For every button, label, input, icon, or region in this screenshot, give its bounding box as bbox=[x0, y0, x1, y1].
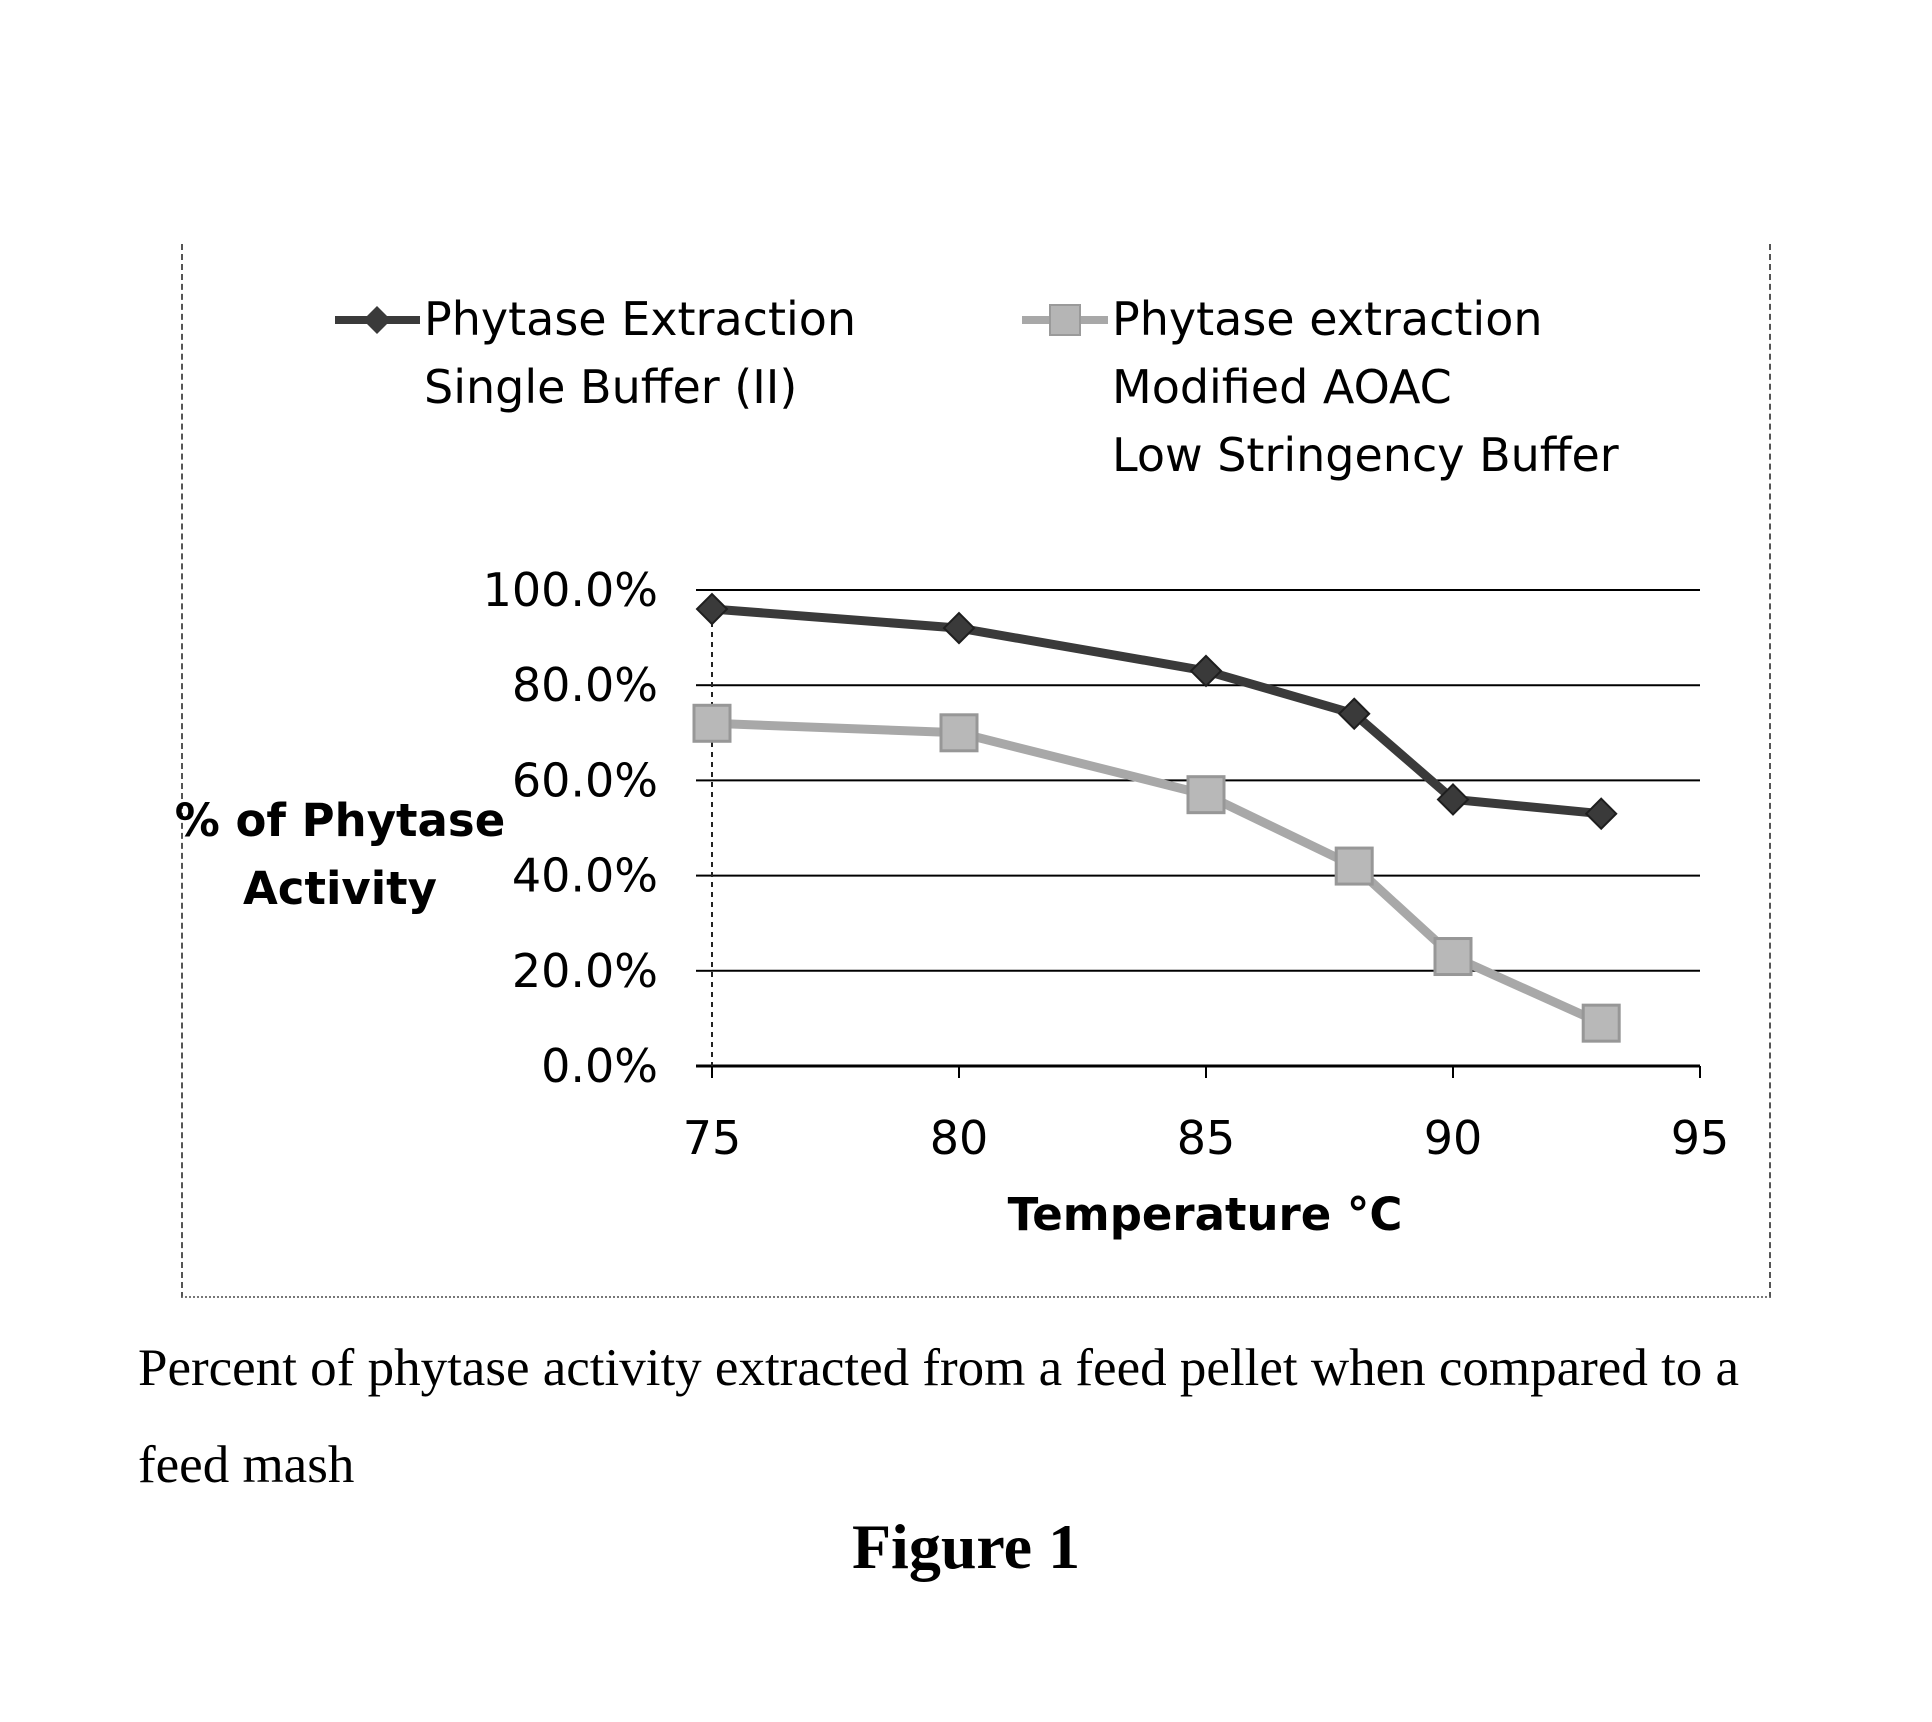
x-tick-label-3: 90 bbox=[1424, 1111, 1483, 1165]
figure-label: Figure 1 bbox=[0, 1510, 1932, 1584]
x-axis-title: Temperature °C bbox=[1008, 1188, 1403, 1241]
series-1-point-0 bbox=[697, 594, 727, 624]
series-2-point-1 bbox=[941, 715, 977, 751]
legend-label-series-2-line-3: Low Stringency Buffer bbox=[1112, 428, 1619, 482]
y-axis-title-line-2: Activity bbox=[243, 862, 437, 915]
legend-label-series-2-line-1: Phytase extraction bbox=[1112, 292, 1543, 346]
figure-caption: Percent of phytase activity extracted fr… bbox=[138, 1320, 1818, 1514]
series-1-point-1 bbox=[944, 613, 974, 643]
y-tick-label-4: 80.0% bbox=[512, 658, 658, 712]
legend-entry-series-1: Phytase Extraction Single Buffer (II) bbox=[335, 292, 856, 414]
legend: Phytase Extraction Single Buffer (II) Ph… bbox=[335, 292, 1619, 482]
series-1-point-2 bbox=[1191, 656, 1221, 686]
series-1-point-5 bbox=[1586, 799, 1616, 829]
series-2-point-2 bbox=[1188, 777, 1224, 813]
series-2-point-3 bbox=[1336, 848, 1372, 884]
legend-square-marker bbox=[1050, 305, 1080, 335]
legend-entry-series-2: Phytase extraction Modified AOAC Low Str… bbox=[1022, 292, 1619, 482]
y-tick-label-5: 100.0% bbox=[483, 563, 658, 617]
series-2-point-4 bbox=[1435, 939, 1471, 975]
legend-diamond-marker bbox=[363, 306, 391, 334]
x-tick-label-1: 80 bbox=[930, 1111, 989, 1165]
series-2-point-5 bbox=[1583, 1005, 1619, 1041]
y-tick-label-0: 0.0% bbox=[541, 1039, 658, 1093]
legend-label-series-1-line-1: Phytase Extraction bbox=[424, 292, 856, 346]
y-tick-label-3: 60.0% bbox=[512, 753, 658, 807]
y-tick-label-2: 40.0% bbox=[512, 849, 658, 903]
y-axis-title-line-1: % of Phytase bbox=[175, 794, 505, 847]
series-2-line bbox=[712, 723, 1601, 1023]
y-tick-label-1: 20.0% bbox=[512, 944, 658, 998]
series-lines bbox=[694, 594, 1619, 1041]
legend-label-series-1-line-2: Single Buffer (II) bbox=[424, 360, 797, 414]
x-tick-label-0: 75 bbox=[683, 1111, 742, 1165]
series-2-point-0 bbox=[694, 705, 730, 741]
x-tick-label-4: 95 bbox=[1671, 1111, 1730, 1165]
x-tick-label-2: 85 bbox=[1177, 1111, 1236, 1165]
legend-label-series-2-line-2: Modified AOAC bbox=[1112, 360, 1452, 414]
line-chart: 0.0% 20.0% 40.0% 60.0% 80.0% 100.0% 75 80 85 90 95… bbox=[0, 0, 1932, 1310]
